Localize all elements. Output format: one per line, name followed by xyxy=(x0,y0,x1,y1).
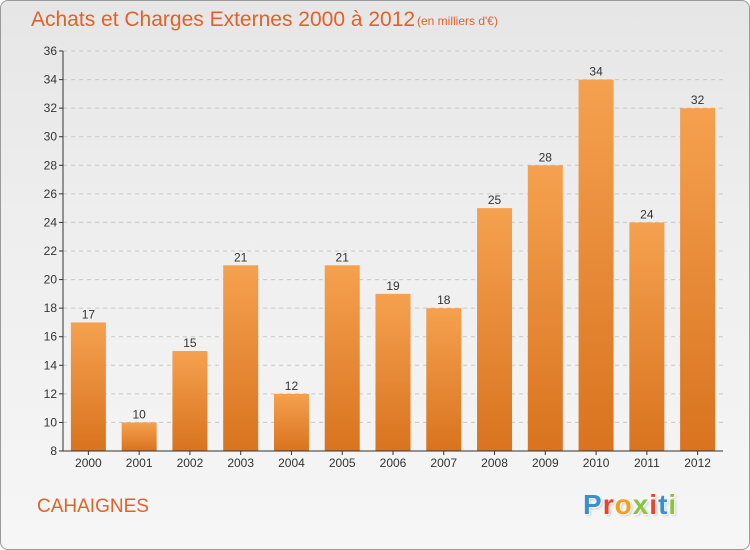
x-tick-label: 2004 xyxy=(278,456,305,470)
bar-value-label: 12 xyxy=(285,379,299,393)
bar-value-label: 17 xyxy=(82,307,96,321)
logo-letter: i xyxy=(649,489,659,520)
y-tick-label: 36 xyxy=(44,44,58,58)
y-tick-label: 12 xyxy=(44,387,58,401)
y-tick-label: 26 xyxy=(44,187,58,201)
y-tick-label: 20 xyxy=(44,273,58,287)
bar-value-label: 19 xyxy=(386,279,400,293)
bar-value-label: 24 xyxy=(640,207,654,221)
bar xyxy=(172,351,208,451)
bar xyxy=(375,293,411,451)
bar xyxy=(426,308,462,451)
x-tick-label: 2008 xyxy=(481,456,508,470)
bar-value-label: 28 xyxy=(539,150,553,164)
y-tick-label: 18 xyxy=(44,301,58,315)
logo-letter: r xyxy=(602,489,615,520)
proxiti-logo: Proxiti xyxy=(583,489,677,521)
x-tick-label: 2000 xyxy=(75,456,102,470)
chart-title: Achats et Charges Externes 2000 à 2012 xyxy=(31,8,416,31)
bar xyxy=(527,165,563,452)
bar xyxy=(223,265,259,451)
commune-name: CAHAIGNES xyxy=(37,496,149,517)
x-tick-label: 2002 xyxy=(177,456,204,470)
bar xyxy=(578,79,614,452)
bar xyxy=(629,222,665,451)
y-tick-label: 14 xyxy=(44,358,58,372)
x-tick-label: 2011 xyxy=(634,456,660,470)
x-tick-label: 2010 xyxy=(583,456,610,470)
x-tick-label: 2003 xyxy=(227,456,254,470)
logo-letter: o xyxy=(614,489,633,520)
x-tick-label: 2007 xyxy=(430,456,457,470)
bar xyxy=(121,422,157,451)
bars: 17 10 15 21 12 21 19 18 25 28 34 24 32 xyxy=(70,65,716,452)
x-tick-label: 2012 xyxy=(684,456,711,470)
bar xyxy=(477,208,513,451)
y-tick-label: 22 xyxy=(44,244,58,258)
y-tick-label: 28 xyxy=(44,158,58,172)
bar-value-label: 10 xyxy=(132,407,146,421)
y-tick-label: 8 xyxy=(50,444,57,458)
y-tick-label: 34 xyxy=(44,73,58,87)
chart-unit: (en milliers d'€) xyxy=(417,14,498,28)
bar xyxy=(680,108,716,452)
bar xyxy=(324,265,360,451)
logo-letter: t xyxy=(658,489,669,520)
bar-value-label: 34 xyxy=(589,65,603,79)
y-tick-label: 32 xyxy=(44,101,58,115)
logo-letter: P xyxy=(583,489,603,520)
x-tick-label: 2001 xyxy=(126,456,153,470)
x-tick-label: 2006 xyxy=(380,456,407,470)
logo-letter: x xyxy=(632,489,650,520)
y-tick-label: 10 xyxy=(44,415,58,429)
x-tick-label: 2009 xyxy=(532,456,559,470)
bar-value-label: 18 xyxy=(437,293,451,307)
bar-value-label: 21 xyxy=(234,250,248,264)
x-tick-label: 2005 xyxy=(329,456,356,470)
bar-value-label: 32 xyxy=(691,93,705,107)
bar-value-label: 21 xyxy=(336,250,350,264)
y-tick-label: 16 xyxy=(44,330,58,344)
bar xyxy=(273,393,309,451)
y-tick-label: 30 xyxy=(44,130,58,144)
bar-value-label: 15 xyxy=(183,336,197,350)
axes: 8 10 12 14 16 18 20 22 24 26 28 30 32 34 36 2000 2001 200… xyxy=(44,44,723,470)
y-tick-label: 24 xyxy=(44,215,58,229)
logo-letter: i xyxy=(668,489,678,520)
bar-value-label: 25 xyxy=(488,193,502,207)
bar xyxy=(70,322,106,451)
